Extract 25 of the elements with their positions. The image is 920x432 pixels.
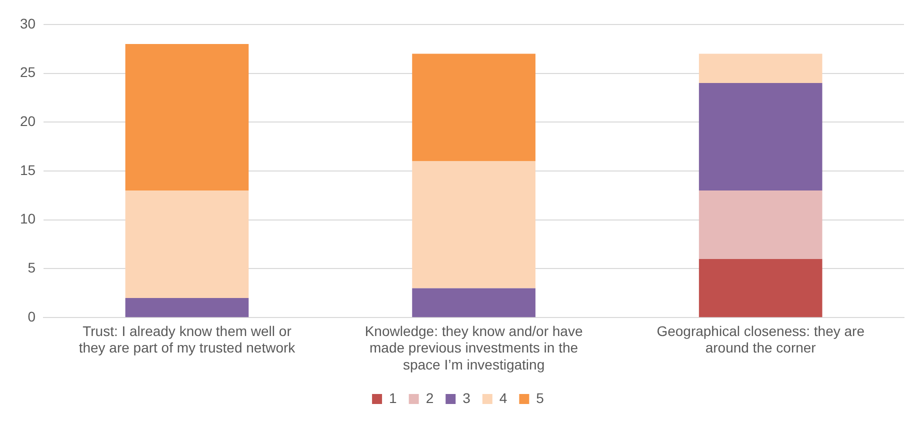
y-tick-label: 15 <box>20 162 36 178</box>
legend-label: 4 <box>499 390 508 406</box>
y-tick-label: 5 <box>28 260 36 276</box>
legend-label: 3 <box>462 390 471 406</box>
bar <box>698 190 822 259</box>
bar <box>698 83 822 191</box>
legend-label: 1 <box>389 390 398 406</box>
bar <box>698 258 822 318</box>
bar <box>125 190 249 298</box>
bar <box>412 288 536 318</box>
bar <box>125 44 249 191</box>
bar <box>698 54 822 84</box>
bar <box>125 298 249 318</box>
legend-label: 5 <box>536 390 544 406</box>
y-tick-label: 25 <box>20 64 36 80</box>
y-tick-label: 10 <box>20 210 36 227</box>
bar <box>412 54 536 162</box>
x-tick-label: Trust: I already know them well or they are part of my trusted network <box>78 322 296 356</box>
y-tick-label: 0 <box>28 308 36 324</box>
x-tick-label: Geographical closeness: they are around the corner <box>656 322 865 356</box>
y-tick-label: 30 <box>20 15 36 32</box>
x-tick-label: Knowledge: they know and/or have made previous investments in the space I’m investigating <box>364 322 583 372</box>
legend-label: 2 <box>426 390 434 406</box>
y-tick-label: 20 <box>20 112 36 129</box>
bar <box>412 161 536 288</box>
